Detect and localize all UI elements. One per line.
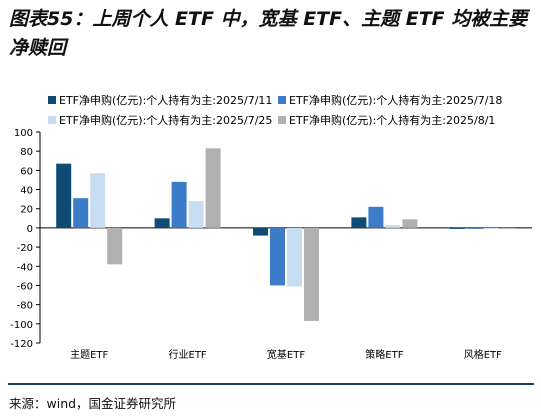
y-tick-label: 80 — [20, 147, 33, 158]
x-tick-label: 行业ETF — [169, 348, 207, 361]
bar-2-1 — [73, 198, 89, 228]
bar-2-2 — [171, 181, 187, 228]
y-tick-label: 0 — [27, 224, 33, 235]
y-tick-label: -20 — [17, 243, 33, 254]
y-tick-label: -60 — [17, 281, 33, 292]
legend-label: ETF净申购(亿元):个人持有为主:2025/7/18 — [289, 94, 503, 107]
legend-swatch — [278, 96, 286, 104]
y-tick-label: -40 — [17, 262, 33, 273]
bottom-divider — [8, 383, 534, 385]
x-tick-label: 主题ETF — [70, 349, 108, 361]
legend-swatch — [278, 116, 286, 124]
legend-item-series-1: ETF净申购(亿元):个人持有为主:2025/7/11 — [48, 92, 278, 108]
legend-item-series-2: ETF净申购(亿元):个人持有为主:2025/7/18 — [278, 92, 508, 108]
bar-4-4 — [402, 219, 418, 228]
bar-3-1 — [90, 173, 106, 228]
x-tick-label: 策略ETF — [365, 348, 403, 361]
x-tick-label: 风格ETF — [464, 348, 502, 361]
legend-label: ETF净申购(亿元):个人持有为主:2025/7/25 — [59, 114, 273, 127]
bar-2-4 — [368, 206, 384, 228]
bar-1-4 — [351, 217, 367, 228]
bar-3-5 — [483, 227, 499, 229]
y-tick-label: -120 — [10, 339, 33, 350]
source-note: 来源：wind，国金证券研究所 — [9, 396, 177, 411]
bar-3-4 — [385, 225, 401, 228]
bar-2-3 — [270, 227, 285, 286]
bar-4-1 — [107, 227, 123, 265]
y-tick-label: 100 — [14, 128, 33, 139]
bar-1-5 — [449, 227, 465, 229]
bar-4-2 — [205, 148, 221, 228]
y-tick-label: -80 — [17, 301, 33, 312]
chart-legend: ETF净申购(亿元):个人持有为主:2025/7/11 ETF净申购(亿元):个… — [48, 90, 528, 130]
x-tick-label: 宽基ETF — [267, 348, 305, 361]
bar-1-1 — [56, 163, 72, 228]
y-tick-label: 60 — [20, 166, 33, 177]
y-tick-label: -100 — [10, 320, 33, 331]
bar-1-2 — [154, 218, 170, 228]
bar-1-3 — [253, 227, 268, 236]
legend-item-series-3: ETF净申购(亿元):个人持有为主:2025/7/25 — [48, 112, 278, 128]
bar-4-3 — [304, 227, 319, 321]
bar-4-5 — [500, 227, 516, 229]
legend-swatch — [48, 96, 56, 104]
legend-label: ETF净申购(亿元):个人持有为主:2025/8/1 — [289, 114, 496, 127]
legend-item-series-4: ETF净申购(亿元):个人持有为主:2025/8/1 — [278, 112, 508, 128]
bar-3-2 — [188, 201, 204, 228]
legend-swatch — [48, 116, 56, 124]
y-tick-label: 20 — [20, 205, 33, 216]
bar-3-3 — [287, 227, 302, 287]
chart-title: 图表55：上周个人 ETF 中，宽基 ETF、主题 ETF 均被主要净赎回 — [9, 8, 528, 59]
legend-label: ETF净申购(亿元):个人持有为主:2025/7/11 — [59, 94, 273, 107]
bar-2-5 — [466, 227, 482, 229]
y-tick-label: 40 — [20, 186, 33, 197]
